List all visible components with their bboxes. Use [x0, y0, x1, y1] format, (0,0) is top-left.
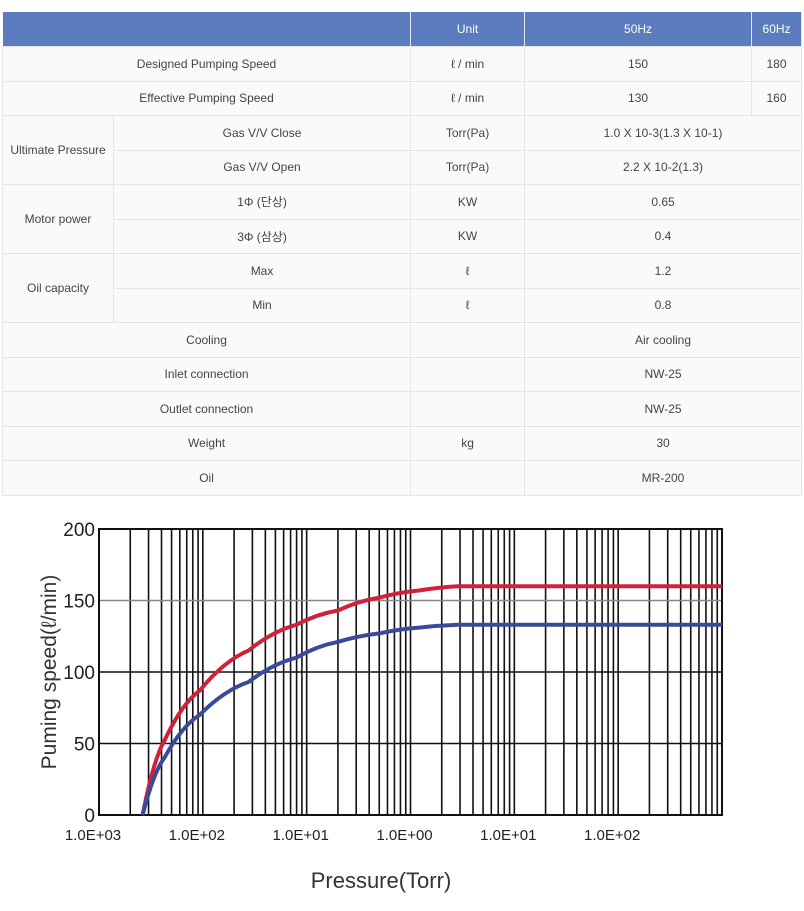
x-tick-label: 1.0E+02: [169, 827, 225, 844]
unit-cell: kg: [410, 425, 526, 461]
row-label: Weight: [1, 425, 412, 461]
row-label: Effective Pumping Speed: [1, 80, 412, 116]
y-tick-label: 50: [74, 735, 95, 756]
unit-cell: ℓ: [410, 253, 526, 289]
row-label: Min: [112, 287, 412, 323]
unit-cell: KW: [410, 184, 526, 220]
y-tick-label: 200: [63, 520, 95, 541]
table-row: 3Φ (삼상) KW 0.4: [3, 218, 802, 254]
unit-cell: [410, 391, 526, 427]
row-label: Inlet connection: [1, 356, 412, 392]
unit-cell: KW: [410, 218, 526, 254]
table-row: Outlet connection NW-25: [1, 391, 802, 427]
value-cell: 0.65: [524, 184, 802, 220]
plot-border: [98, 528, 723, 816]
table-row: Gas V/V Open Torr(Pa) 2.2 X 10-2(1.3): [3, 149, 802, 185]
value-50hz: 130: [524, 80, 753, 116]
unit-cell: [410, 460, 526, 496]
series-line-50Hz: [140, 622, 722, 816]
unit-cell: Torr(Pa): [410, 115, 526, 151]
x-tick-label: 1.0E+02: [584, 827, 640, 844]
value-cell: MR-200: [524, 460, 802, 496]
value-cell: 2.2 X 10-2(1.3): [524, 149, 802, 185]
x-tick-label: 1.0E+01: [273, 827, 329, 844]
value-cell: 1.2: [524, 253, 802, 289]
value-cell: 30: [524, 425, 802, 461]
header-unit: Unit: [410, 12, 526, 47]
x-axis-label: Pressure(Torr): [311, 868, 452, 893]
value-60hz: 160: [751, 80, 802, 116]
table-row: Effective Pumping Speed ℓ / min 130 160: [1, 80, 802, 116]
value-cell: 0.8: [524, 287, 802, 323]
unit-cell: [410, 356, 526, 392]
row-label: Designed Pumping Speed: [1, 46, 412, 82]
row-label: 1Φ (단상): [112, 184, 412, 220]
y-tick-label: 0: [84, 806, 95, 827]
table-row: Cooling Air cooling: [1, 322, 802, 358]
row-label: 3Φ (삼상): [112, 218, 412, 254]
table-row: Weight kg 30: [1, 425, 802, 461]
value-cell: Air cooling: [524, 322, 802, 358]
x-tick-label: 1.0E+03: [65, 827, 121, 844]
row-label: Gas V/V Open: [112, 149, 412, 185]
row-label: Max: [112, 253, 412, 289]
series-line-60Hz: [140, 584, 722, 816]
group-label: Ultimate Pressure: [2, 115, 114, 185]
header-blank: [2, 12, 412, 47]
unit-cell: Torr(Pa): [410, 149, 526, 185]
y-axis-label: Puming speed(ℓ/min): [38, 575, 61, 770]
table-row: Designed Pumping Speed ℓ / min 150 180: [1, 46, 802, 82]
y-tick-label: 100: [63, 663, 95, 684]
value-50hz: 150: [524, 46, 753, 82]
row-label: Outlet connection: [1, 391, 412, 427]
pumping-speed-chart: 0 50 100 150 200 1.0E+03 1.0E+02 1.0E+01 1.0E+00…: [38, 520, 723, 893]
unit-cell: ℓ: [410, 287, 526, 323]
value-cell: NW-25: [524, 356, 802, 392]
row-label: Cooling: [1, 322, 412, 358]
spec-table: Unit 50Hz 60Hz Designed Pumping Speed ℓ /…: [1, 12, 802, 496]
value-cell: 1.0 X 10-3(1.3 X 10-1): [524, 115, 802, 151]
table-row: Ultimate Pressure Gas V/V Close Torr(Pa) 1.…: [2, 115, 802, 185]
row-label: Oil: [1, 460, 412, 496]
table-row: Oil MR-200: [1, 460, 802, 496]
y-tick-label: 150: [63, 592, 95, 613]
header-50hz: 50Hz: [524, 12, 753, 47]
unit-cell: ℓ / min: [410, 80, 526, 116]
value-cell: NW-25: [524, 391, 802, 427]
header-60hz: 60Hz: [751, 12, 802, 47]
row-label: Gas V/V Close: [112, 115, 412, 151]
table-header: Unit 50Hz 60Hz: [2, 12, 802, 47]
unit-cell: [410, 322, 526, 358]
unit-cell: ℓ / min: [410, 46, 526, 82]
group-label: Oil capacity: [2, 253, 114, 323]
group-label: Motor power: [2, 184, 114, 254]
x-tick-label: 1.0E+00: [376, 827, 432, 844]
table-row: Min ℓ 0.8: [3, 287, 802, 323]
table-row: Inlet connection NW-25: [1, 356, 802, 392]
value-60hz: 180: [751, 46, 802, 82]
x-tick-label: 1.0E+01: [480, 827, 536, 844]
table-row: Oil capacity Max ℓ 1.2: [2, 253, 802, 323]
value-cell: 0.4: [524, 218, 802, 254]
table-row: Motor power 1Φ (단상) KW 0.65: [2, 184, 802, 254]
